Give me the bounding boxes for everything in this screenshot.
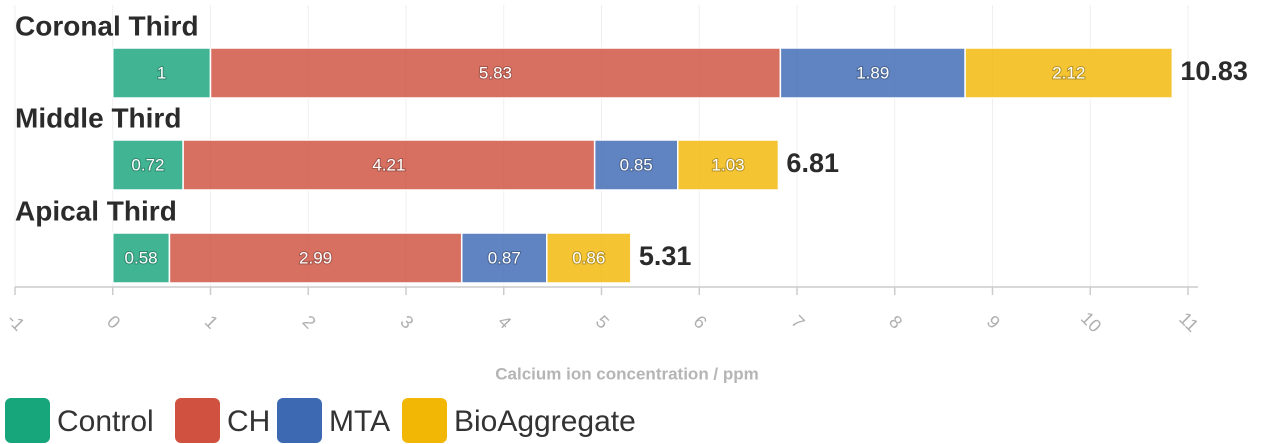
x-tick-label: 1 <box>201 312 222 333</box>
value-label: 2.99 <box>299 248 332 267</box>
total-label: 6.81 <box>786 148 839 178</box>
value-label: 1.03 <box>712 155 745 174</box>
value-label: 0.85 <box>620 155 653 174</box>
legend-swatch <box>402 398 447 443</box>
category-label: Middle Third <box>15 102 181 133</box>
total-label: 5.31 <box>639 241 692 271</box>
value-label: 4.21 <box>372 155 405 174</box>
legend-label: Control <box>57 405 154 438</box>
legend-label: BioAggregate <box>454 405 636 438</box>
legend-swatch <box>5 398 50 443</box>
x-tick-label: 9 <box>983 312 1004 333</box>
legend-swatch <box>175 398 220 443</box>
value-label: 0.87 <box>488 248 521 267</box>
value-label: 1.89 <box>856 63 889 82</box>
value-label: 1 <box>157 63 166 82</box>
x-tick-label: 6 <box>690 312 711 333</box>
bar-segment <box>168 232 463 284</box>
bar-segment <box>593 139 679 191</box>
legend-swatch <box>277 398 322 443</box>
bar-segment <box>182 139 596 191</box>
legend-label: MTA <box>329 405 390 438</box>
x-tick-label: 4 <box>494 312 515 333</box>
x-axis-title: Calcium ion concentration / ppm <box>495 364 759 383</box>
bar-segment <box>112 139 184 191</box>
x-tick-label: 7 <box>787 312 808 333</box>
legend-label: CH <box>227 405 270 438</box>
total-label: 10.83 <box>1180 56 1248 86</box>
bar-segment <box>460 232 548 284</box>
bar-segment <box>779 47 966 99</box>
x-tick-label: 11 <box>1175 308 1202 335</box>
category-label: Apical Third <box>15 195 177 226</box>
x-tick-label: -1 <box>3 309 28 334</box>
value-label: 0.72 <box>131 155 164 174</box>
x-tick-label: 8 <box>885 312 906 333</box>
x-tick-label: 3 <box>396 312 417 333</box>
x-tick-label: 10 <box>1077 308 1105 336</box>
value-label: 0.86 <box>572 248 605 267</box>
x-tick-label: 0 <box>103 312 124 333</box>
category-label: Coronal Third <box>15 10 199 41</box>
bar-segment <box>676 139 780 191</box>
bar-segment <box>112 232 171 284</box>
value-label: 5.83 <box>479 63 512 82</box>
bar-segment <box>546 232 632 284</box>
value-label: 2.12 <box>1052 63 1085 82</box>
x-tick-label: 2 <box>299 312 320 333</box>
x-tick-label: 5 <box>592 312 613 333</box>
bar-segment <box>964 47 1174 99</box>
value-label: 0.58 <box>125 248 158 267</box>
